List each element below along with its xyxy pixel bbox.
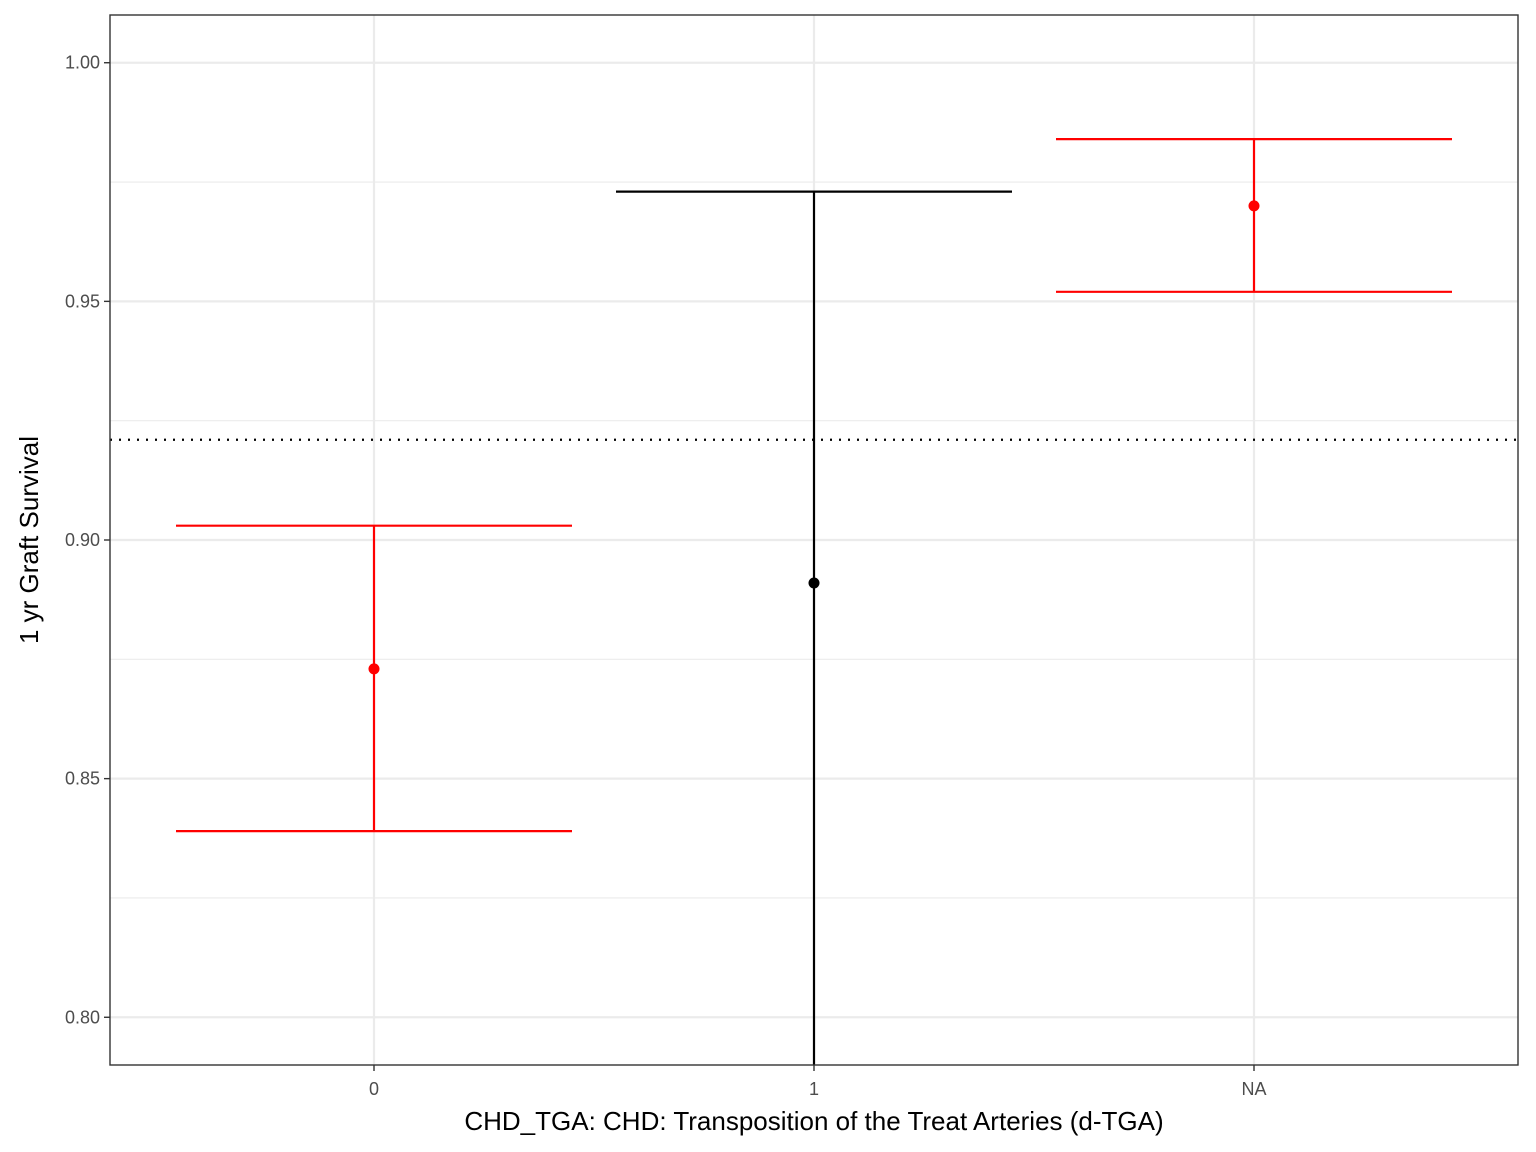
point-estimate-NA bbox=[1248, 200, 1260, 212]
point-estimate-1 bbox=[808, 577, 820, 589]
y-tick-label: 0.85 bbox=[65, 769, 100, 789]
x-axis-title: CHD_TGA: CHD: Transposition of the Treat… bbox=[464, 1106, 1163, 1136]
x-axis-ticks: 0 1 NA bbox=[369, 1065, 1267, 1099]
y-axis-ticks: 0.80 0.85 0.90 0.95 1.00 bbox=[65, 53, 110, 1027]
x-tick-label: NA bbox=[1241, 1079, 1266, 1099]
x-tick-label: 0 bbox=[369, 1079, 379, 1099]
data-marks bbox=[176, 137, 1452, 1065]
y-tick-label: 0.95 bbox=[65, 291, 100, 311]
y-tick-label: 0.80 bbox=[65, 1007, 100, 1027]
y-axis-title: 1 yr Graft Survival bbox=[14, 436, 44, 644]
y-tick-label: 0.90 bbox=[65, 530, 100, 550]
x-tick-label: 1 bbox=[809, 1079, 819, 1099]
y-tick-label: 1.00 bbox=[65, 53, 100, 73]
point-estimate-0 bbox=[368, 663, 380, 675]
